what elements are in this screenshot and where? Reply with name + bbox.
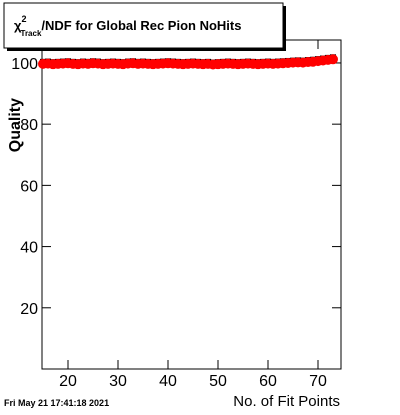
y-tick-label: 80 (20, 117, 38, 134)
x-tick-label: 30 (109, 373, 127, 390)
x-tick-label: 60 (259, 373, 277, 390)
title-text: /NDF for Global Rec Pion NoHits (41, 18, 241, 33)
x-tick-label: 50 (209, 373, 227, 390)
y-tick-label: 100 (11, 56, 38, 73)
chart-title: χ2 Track/NDF for Global Rec Pion NoHits (14, 14, 241, 38)
x-axis-label: No. of Fit Points (233, 393, 340, 410)
x-tick-label: 20 (59, 373, 77, 390)
y-tick-label: 60 (20, 178, 38, 195)
y-tick-label: 40 (20, 240, 38, 257)
title-box (3, 2, 284, 49)
title-sup: 2 (21, 14, 26, 24)
x-tick-label: 40 (159, 373, 177, 390)
y-axis-label: Quality (7, 98, 24, 152)
title-symbol: χ (14, 18, 22, 33)
timestamp: Fri May 21 17:41:18 2021 (4, 398, 109, 408)
y-tick-label: 20 (20, 301, 38, 318)
point (328, 54, 338, 65)
x-tick-label: 70 (309, 373, 327, 390)
title-sub: Track (21, 29, 42, 38)
